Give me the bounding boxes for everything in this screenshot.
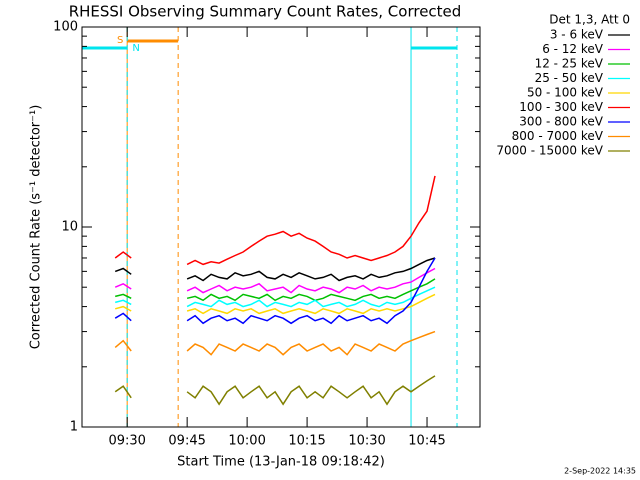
x-tick-label: 10:30 <box>348 434 385 449</box>
legend-label: 12 - 25 keV <box>535 57 604 71</box>
y-tick-label: 10 <box>61 220 78 235</box>
x-tick-label: 10:15 <box>288 434 325 449</box>
legend-label: 300 - 800 keV <box>519 115 603 129</box>
x-tick-label: 09:45 <box>168 434 205 449</box>
plot-frame <box>81 26 481 428</box>
series-line <box>115 293 436 315</box>
series-line <box>114 330 436 356</box>
series-line <box>115 278 436 302</box>
legend-label: 6 - 12 keV <box>542 42 604 56</box>
flag-label: N <box>132 43 139 54</box>
legend-label: 7000 - 15000 keV <box>496 144 603 158</box>
chart-title: RHESSI Observing Summary Count Rates, Co… <box>69 3 462 21</box>
series-line <box>114 375 436 406</box>
y-tick-label: 1 <box>70 420 78 435</box>
series-line <box>114 267 436 294</box>
x-tick-label: 10:00 <box>228 434 265 449</box>
x-axis-label: Start Time (13-Jan-18 09:18:42) <box>177 455 385 470</box>
legend-label: 50 - 100 keV <box>527 86 604 100</box>
y-tick-label: 100 <box>53 20 78 35</box>
footer: 2-Sep-2022 14:35 <box>564 467 636 476</box>
legend-label: 3 - 6 keV <box>550 28 604 42</box>
legend-label: 800 - 7000 keV <box>512 129 604 143</box>
series-line <box>114 175 436 266</box>
flag-label: S <box>117 35 123 46</box>
legend-label: 100 - 300 keV <box>519 100 603 114</box>
series-line <box>115 286 436 308</box>
x-tick-label: 10:45 <box>408 434 445 449</box>
legend-title: Det 1,3, Att 0 <box>549 13 630 27</box>
legend-label: 25 - 50 keV <box>535 71 604 85</box>
series-line <box>114 257 436 325</box>
y-axis-label: Corrected Count Rate (s⁻¹ detector⁻¹) <box>29 105 44 350</box>
x-tick-label: 09:30 <box>108 434 145 449</box>
series-line <box>114 257 436 282</box>
